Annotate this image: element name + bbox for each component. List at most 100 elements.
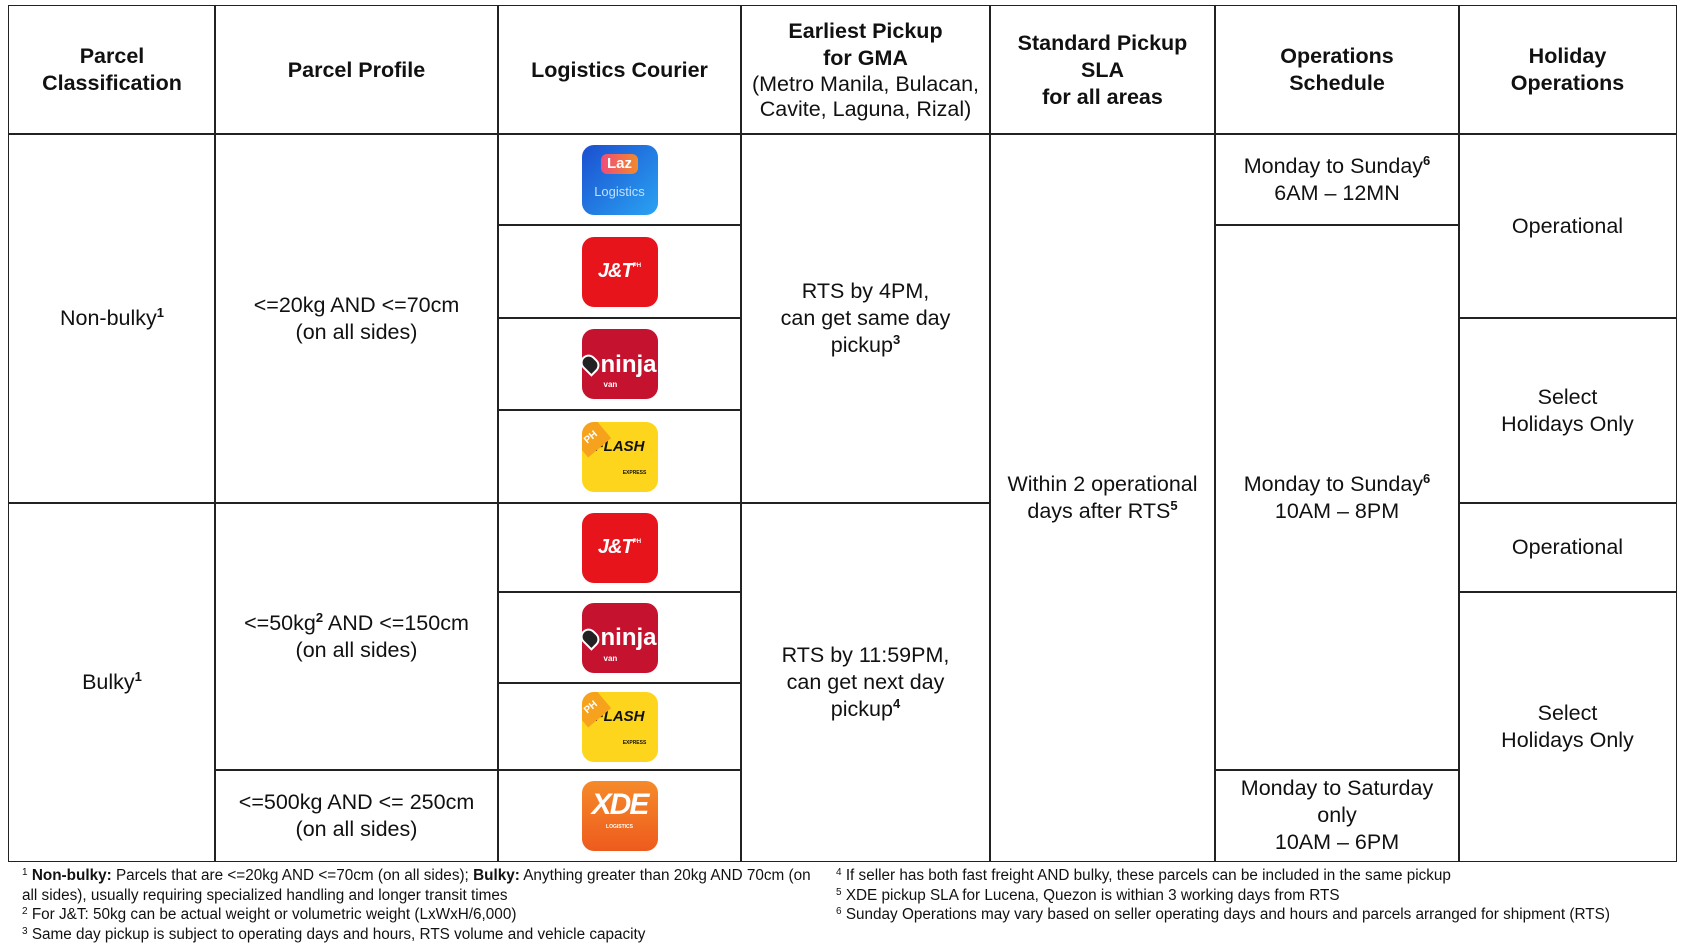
logo-text: PH (632, 262, 642, 269)
schedule-text: 10AM – 8PM (1274, 498, 1400, 523)
footnote-text: XDE pickup SLA for Lucena, Quezon is wit… (845, 887, 1340, 904)
courier-cell: ninja van (497, 317, 742, 411)
logo-text: EXPRESS (622, 469, 647, 476)
schedule-text: Monday to Sunday6 (1244, 471, 1431, 498)
schedule-text: Monday to Sunday (1243, 153, 1424, 178)
header-text: Parcel (79, 44, 145, 68)
footnote-text: Sunday Operations may vary based on sell… (845, 906, 1610, 923)
courier-cell: PH FLASH EXPRESS (497, 682, 742, 771)
pickup-text: RTS by 11:59PM, (781, 642, 950, 667)
logo-text: FLASH (594, 707, 645, 725)
logo-text: XDE (591, 787, 650, 821)
footnote-ref: 1 (156, 305, 165, 320)
header-text: Parcel Profile (287, 57, 426, 82)
profile-text: <=20kg AND <=70cm (253, 292, 460, 317)
footnote-num: 1 (22, 867, 28, 878)
holiday-text: Select Holidays Only (1501, 384, 1634, 436)
profile-text: (on all sides) (295, 319, 418, 344)
footnote-num: 5 (836, 887, 842, 898)
logo-text: Logistics (594, 184, 645, 199)
classification-text: Non-bulky (59, 306, 157, 330)
schedule-text: Monday to Sunday6 (1244, 153, 1431, 180)
schedule-text: Monday to Sunday (1243, 471, 1424, 496)
courier-cell: J&T PH (497, 502, 742, 593)
footnote-text: For J&T: 50kg can be actual weight or vo… (31, 906, 517, 923)
header-text: Operations (1510, 71, 1625, 95)
footnote-ref: 5 (1170, 497, 1178, 513)
profile-text: <=50kg (244, 610, 316, 635)
courier-logo: XDE LOGISTICS (581, 780, 658, 851)
header-text: for all areas (1042, 84, 1163, 109)
footnote-label: Non-bulky: (31, 867, 112, 884)
schedule-text: Monday to Saturday (1240, 776, 1434, 800)
schedule-text: only (1317, 803, 1357, 827)
profile-text: <=500kg AND <= 250cm (238, 789, 475, 814)
profile-text: (on all sides) (295, 637, 418, 662)
classification-cell: Non-bulky1 (8, 133, 216, 504)
profile-cell: <=50kg2 AND <=150cm (on all sides) (214, 502, 499, 771)
logo-text: J&T (597, 536, 634, 558)
header-text: Holiday (1528, 44, 1607, 68)
courier-logo: J&T PH (581, 512, 658, 583)
footnote: 5 XDE pickup SLA for Lucena, Quezon is w… (836, 886, 1340, 906)
holiday-text: Operational (1511, 213, 1624, 238)
header-text: Operations (1280, 44, 1394, 68)
classification-text: Bulky (82, 669, 135, 694)
classification: Bulky1 (82, 669, 142, 696)
schedule-text: 10AM – 6PM (1274, 830, 1400, 854)
courier-logo: Laz Logistics (581, 144, 658, 215)
sla-text: days after RTS5 (1027, 498, 1177, 525)
pickup-text: pickup (830, 696, 893, 721)
courier-cell: J&T PH (497, 224, 742, 319)
footnote-text: Anything greater than 20kg AND 70cm (on … (22, 867, 815, 904)
logo-text: FLASH (594, 437, 645, 455)
holiday-text: Operational (1511, 535, 1624, 559)
holiday-text: Select Holidays Only (1501, 700, 1634, 752)
footnote: 3 Same day pickup is subject to operatin… (22, 925, 645, 945)
classification-cell: Bulky1 (8, 502, 216, 862)
footnote: 1 Non-bulky: Parcels that are <=20kg AND… (22, 866, 822, 905)
logo-text: van (603, 380, 618, 389)
footnote-ref: 4 (892, 695, 901, 711)
pickup-text: can get same day (780, 306, 951, 330)
courier-logo: ninja van (581, 329, 658, 399)
sla-text: days after RTS (1027, 498, 1171, 523)
header-text: Earliest Pickup (788, 19, 943, 43)
schedule-cell: Monday to Saturday only 10AM – 6PM (1214, 769, 1460, 862)
footnote-label: Bulky: (473, 867, 520, 884)
courier-cell: Laz Logistics (497, 133, 742, 226)
footnote-text: If seller has both fast freight AND bulk… (845, 867, 1451, 884)
footnote-ref: 2 (315, 609, 324, 625)
courier-logo: PH FLASH EXPRESS (581, 691, 658, 762)
header-cell: Standard Pickup SLA for all areas (989, 5, 1216, 135)
footnote-ref: 3 (892, 332, 901, 347)
courier-cell: PH FLASH EXPRESS (497, 409, 742, 504)
logo-text: Laz (600, 154, 638, 174)
footnote-text: Same day pickup is subject to operating … (31, 926, 646, 943)
logo-text: LOGISTICS (606, 823, 633, 830)
holiday-cell: Operational (1458, 502, 1677, 593)
header-cell: Parcel Classification (8, 5, 216, 135)
courier-logo: PH FLASH EXPRESS (581, 421, 658, 492)
pickup-cell: RTS by 4PM, can get same day pickup3 (740, 133, 991, 504)
profile-cell: <=500kg AND <= 250cm (on all sides) (214, 769, 499, 862)
header-text: SLA (1081, 57, 1124, 82)
footnote: 6 Sunday Operations may vary based on se… (836, 905, 1610, 925)
logo-text: van (603, 653, 618, 663)
profile-cell: <=20kg AND <=70cm (on all sides) (214, 133, 499, 504)
header-cell: Logistics Courier (497, 5, 742, 135)
footnote-text: Parcels that are <=20kg AND <=70cm (on a… (111, 867, 474, 884)
footnote-ref: 1 (134, 668, 142, 684)
pickup-cell: RTS by 11:59PM, can get next day pickup4 (740, 502, 991, 862)
header-note: (Metro Manila, Bulacan, (751, 72, 980, 96)
footnote-num: 2 (22, 906, 28, 917)
pickup-text: pickup3 (831, 332, 900, 359)
footnote-num: 3 (22, 926, 28, 937)
sla-cell: Within 2 operational days after RTS5 (989, 133, 1216, 862)
courier-cell: XDE LOGISTICS (497, 769, 742, 862)
footnote: 4 If seller has both fast freight AND bu… (836, 866, 1451, 886)
pickup-text: can get next day (786, 669, 945, 694)
header-text: Logistics Courier (531, 57, 708, 82)
holiday-cell: Operational (1458, 133, 1677, 319)
